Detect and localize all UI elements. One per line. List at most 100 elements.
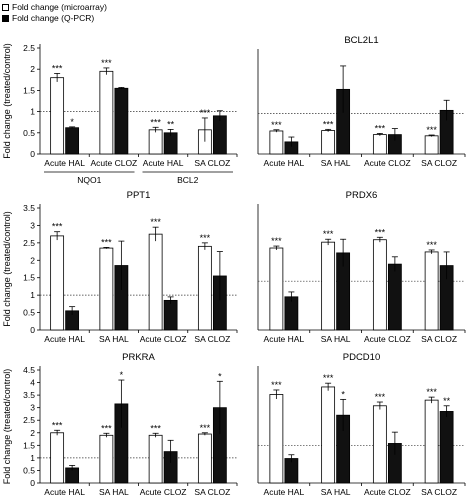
panel3-bar-microarray (99, 247, 114, 331)
panel1-bar-qpcr (114, 87, 129, 155)
panel5-y-tick-label: 3.5 (23, 390, 35, 400)
panel1-significance-label: ** (167, 119, 175, 129)
panel1-x-tick-label: Acute HAL (143, 158, 184, 168)
panel3-x-tick-label: SA CLOZ (194, 334, 230, 344)
panel5-significance-label: *** (52, 420, 63, 430)
panel3-y-tick-label: 3 (30, 220, 35, 230)
panel1-x-tick-label: Acute HAL (44, 158, 85, 168)
panel6-significance-label: * (341, 389, 345, 399)
panel6-significance-label: ** (443, 396, 451, 406)
panel3-x-tick-label: SA HAL (99, 334, 129, 344)
legend-item-qpcr: Fold change (Q-PCR) (2, 13, 107, 24)
panel3-y-tick-label: 2.5 (23, 238, 35, 248)
panel6-significance-label: *** (323, 373, 334, 383)
panel4-x-tick-label: SA HAL (321, 334, 351, 344)
panel6-x-tick-label: Acute HAL (264, 487, 305, 497)
panel5-significance-label: *** (200, 423, 211, 433)
panel4-bar-microarray (321, 241, 336, 331)
panel1-significance-label: *** (150, 117, 161, 127)
panel3-y-tick-label: 1.5 (23, 273, 35, 283)
panel3-bar-microarray (148, 233, 163, 331)
panel2-bar-microarray (424, 135, 439, 155)
panel1-bar-microarray (50, 77, 65, 155)
panel4-bar-qpcr (387, 263, 402, 331)
panel6-bar-qpcr (439, 411, 454, 484)
panel5-y-tick-label: 3 (30, 403, 35, 413)
panel1-significance-label: *** (52, 63, 63, 73)
panel5-significance-label: * (120, 370, 124, 380)
panel2-bar-microarray (321, 130, 336, 155)
panel1-group-label: NQO1 (77, 175, 101, 185)
panel4-x-tick-label: Acute HAL (264, 334, 305, 344)
panel6-x-tick-label: Acute CLOZ (364, 487, 411, 497)
panel2-title: BCL2L1 (344, 35, 378, 46)
panel2-bar-microarray (269, 130, 284, 155)
panel5-x-tick-label: Acute HAL (44, 487, 85, 497)
panel2-significance-label: *** (375, 123, 386, 133)
panel3-x-tick-label: Acute CLOZ (140, 334, 187, 344)
panel5-title: PRKRA (122, 352, 155, 363)
panel5-y-tick-label: 0.5 (23, 465, 35, 475)
panel6-bar-microarray (269, 394, 284, 484)
panel5-y-tick-label: 4 (30, 378, 35, 388)
panel4-bar-microarray (424, 251, 439, 331)
panel6-x-tick-label: SA CLOZ (421, 487, 457, 497)
panel3-y-tick-label: 2 (30, 255, 35, 265)
panel4-x-tick-label: SA CLOZ (421, 334, 457, 344)
panel5-significance-label: *** (150, 423, 161, 433)
panel6-significance-label: *** (426, 387, 437, 397)
panel1-significance-label: *** (200, 108, 211, 118)
legend-label-microarray: Fold change (microarray) (12, 2, 107, 12)
panel1-y-tick-label: 1.5 (23, 85, 35, 95)
panel4-bar-microarray (372, 239, 387, 331)
panel1-y-axis-label: Fold change (treated/control) (2, 43, 12, 159)
panel3-bar-qpcr (163, 299, 178, 331)
panel3-y-tick-label: 0.5 (23, 308, 35, 318)
panel5-y-tick-label: 2 (30, 428, 35, 438)
panel1-x-tick-label: Acute CLOZ (90, 158, 137, 168)
legend-label-qpcr: Fold change (Q-PCR) (12, 13, 95, 23)
panel2-significance-label: *** (271, 120, 282, 130)
panel5-x-tick-label: SA HAL (99, 487, 129, 497)
panel3-significance-label: *** (150, 217, 161, 227)
panel5-significance-label: *** (101, 423, 112, 433)
panel1-bar-microarray (148, 129, 163, 155)
panel5-bar-microarray (50, 432, 65, 484)
panel4-bar-qpcr (284, 296, 299, 331)
panel4-significance-label: *** (323, 229, 334, 239)
panel5-bar-microarray (148, 434, 163, 484)
panel1-significance-label: * (70, 117, 74, 127)
legend-item-microarray: Fold change (microarray) (2, 2, 107, 13)
panel4-significance-label: *** (426, 240, 437, 250)
panel6-significance-label: *** (375, 392, 386, 402)
panel3-y-tick-label: 1 (30, 290, 35, 300)
panel5-y-tick-label: 1.5 (23, 440, 35, 450)
panel3-title: PPT1 (127, 190, 151, 201)
panel3-significance-label: *** (101, 237, 112, 247)
panel3-y-tick-label: 0 (30, 325, 35, 335)
panel5-x-tick-label: Acute CLOZ (140, 487, 187, 497)
legend-swatch-microarray (2, 4, 9, 11)
panel5-y-tick-label: 1 (30, 453, 35, 463)
panel5-y-axis-label: Fold change (treated/control) (2, 369, 12, 485)
legend-swatch-qpcr (2, 15, 9, 22)
panel2-significance-label: *** (323, 119, 334, 129)
panel3-significance-label: *** (52, 222, 63, 232)
panel6-bar-microarray (321, 386, 336, 484)
panel4-significance-label: *** (375, 227, 386, 237)
chart-legend: Fold change (microarray) Fold change (Q-… (2, 2, 107, 24)
panel6-bar-microarray (424, 399, 439, 484)
panel1-y-tick-label: 2 (30, 64, 35, 74)
panel4-bar-microarray (269, 247, 284, 331)
panel4-title: PRDX6 (346, 190, 378, 201)
panel1-bar-microarray (99, 70, 114, 155)
panel3-significance-label: *** (200, 233, 211, 243)
panel5-significance-label: * (218, 371, 222, 381)
panel1-y-tick-label: 0.5 (23, 128, 35, 138)
panel3-y-tick-label: 3.5 (23, 203, 35, 213)
panel1-y-tick-label: 1 (30, 107, 35, 117)
panel1-y-tick-label: 2.5 (23, 43, 35, 53)
panel1-x-tick-label: SA CLOZ (194, 158, 230, 168)
panel1-significance-label: *** (101, 58, 112, 68)
